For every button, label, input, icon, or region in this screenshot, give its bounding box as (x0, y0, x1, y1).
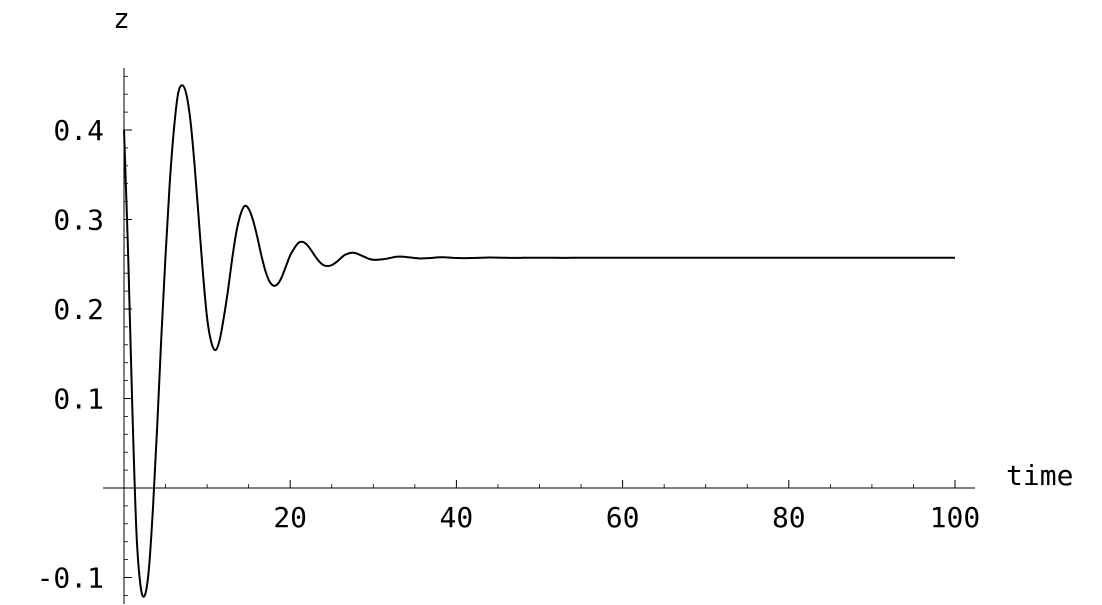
y-tick-label: 0.3 (53, 204, 104, 237)
y-tick-label: 0.4 (53, 114, 104, 147)
y-axis-title: z (113, 2, 130, 35)
tick-marks (124, 75, 956, 596)
x-tick-label: 100 (930, 501, 981, 534)
series-line-z (123, 84, 955, 598)
x-axis-title: time (1006, 459, 1073, 492)
y-tick-label: -0.1 (37, 562, 104, 595)
y-tick-label: 0.2 (53, 293, 104, 326)
y-tick-label: 0.1 (53, 383, 104, 416)
x-tick-label: 80 (772, 501, 806, 534)
x-tick-label: 40 (440, 501, 474, 534)
x-tick-label: 60 (606, 501, 640, 534)
x-tick-label: 20 (273, 501, 307, 534)
tick-labels: 20 40 60 80 100 -0.1 0.1 0.2 0.3 0.4 (37, 114, 981, 595)
axes (103, 68, 975, 604)
